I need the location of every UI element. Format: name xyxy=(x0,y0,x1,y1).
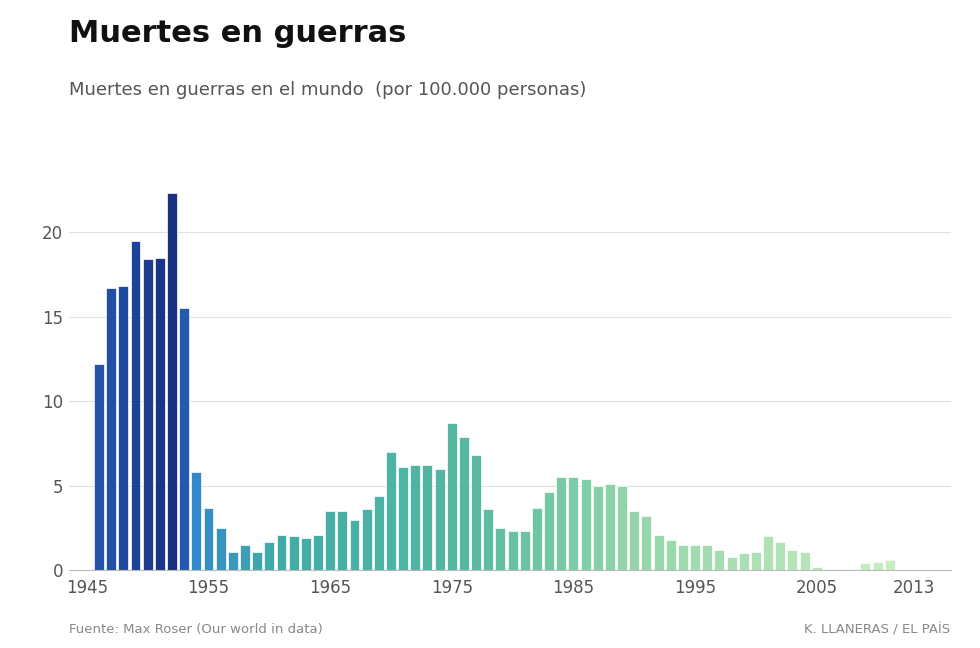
Bar xyxy=(824,568,834,570)
Bar xyxy=(496,528,506,570)
Bar xyxy=(411,465,420,570)
Bar xyxy=(678,545,688,570)
Bar xyxy=(130,240,140,570)
Bar xyxy=(216,528,225,570)
Bar xyxy=(398,467,408,570)
Bar xyxy=(240,545,250,570)
Bar xyxy=(350,520,360,570)
Bar xyxy=(629,511,639,570)
Bar xyxy=(849,568,858,570)
Bar xyxy=(373,496,384,570)
Bar xyxy=(94,364,104,570)
Bar xyxy=(811,567,822,570)
Bar xyxy=(252,551,263,570)
Text: Muertes en guerras: Muertes en guerras xyxy=(69,19,406,49)
Bar xyxy=(885,560,895,570)
Bar xyxy=(703,545,712,570)
Bar xyxy=(836,568,846,570)
Bar xyxy=(459,437,469,570)
Bar xyxy=(265,542,274,570)
Bar xyxy=(143,259,153,570)
Bar xyxy=(447,423,457,570)
Bar xyxy=(337,511,347,570)
Bar xyxy=(227,551,238,570)
Bar xyxy=(751,551,760,570)
Bar xyxy=(568,478,578,570)
Bar xyxy=(508,531,517,570)
Text: Fuente: Max Roser (Our world in data): Fuente: Max Roser (Our world in data) xyxy=(69,623,322,636)
Bar xyxy=(276,535,286,570)
Bar xyxy=(690,545,700,570)
Bar xyxy=(289,537,299,570)
Bar xyxy=(362,509,371,570)
Bar xyxy=(301,538,311,570)
Bar xyxy=(471,456,481,570)
Bar xyxy=(665,540,676,570)
Bar xyxy=(386,452,396,570)
Bar xyxy=(167,193,177,570)
Text: K. LLANERAS / EL PAÍS: K. LLANERAS / EL PAÍS xyxy=(805,623,951,636)
Bar xyxy=(860,564,870,570)
Bar xyxy=(642,516,652,570)
Bar xyxy=(788,550,798,570)
Bar xyxy=(726,557,737,570)
Bar xyxy=(544,492,554,570)
Bar xyxy=(580,479,591,570)
Text: Muertes en guerras en el mundo  (por 100.000 personas): Muertes en guerras en el mundo (por 100.… xyxy=(69,81,586,99)
Bar xyxy=(179,308,189,570)
Bar xyxy=(605,484,615,570)
Bar xyxy=(763,537,773,570)
Bar xyxy=(191,472,201,570)
Bar xyxy=(593,486,603,570)
Bar xyxy=(422,465,432,570)
Bar xyxy=(155,257,165,570)
Bar xyxy=(617,486,627,570)
Bar xyxy=(119,286,128,570)
Bar xyxy=(325,511,335,570)
Bar xyxy=(654,535,663,570)
Bar xyxy=(313,535,323,570)
Bar xyxy=(872,562,883,570)
Bar xyxy=(532,507,542,570)
Bar xyxy=(519,531,530,570)
Bar xyxy=(106,288,117,570)
Bar xyxy=(775,542,785,570)
Bar xyxy=(739,553,749,570)
Bar xyxy=(557,478,566,570)
Bar xyxy=(204,507,214,570)
Bar xyxy=(714,550,724,570)
Bar xyxy=(800,551,809,570)
Bar xyxy=(483,509,493,570)
Bar xyxy=(435,469,445,570)
